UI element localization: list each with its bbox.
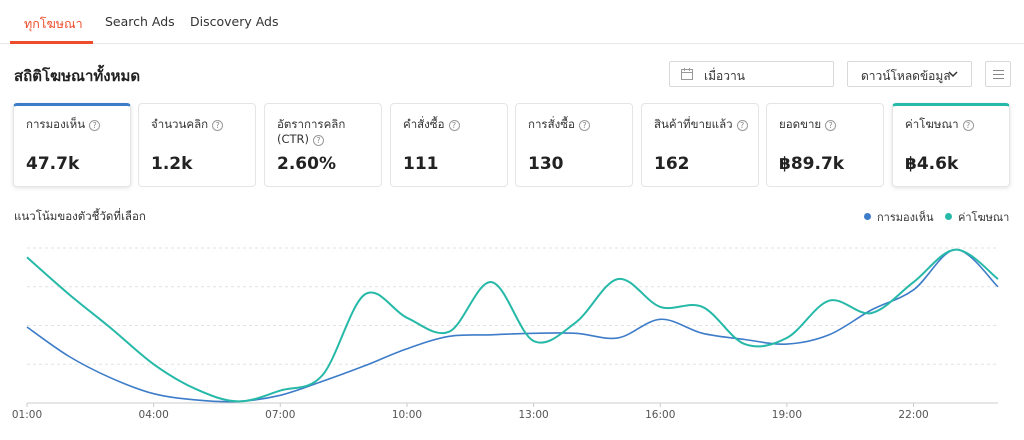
metric-card-ctr[interactable]: อัตราการคลิก (CTR)? 2.60% [264,103,382,187]
metric-value: 111 [403,154,439,174]
help-icon: ? [212,120,224,131]
help-icon: ? [825,120,837,131]
metric-value: 2.60% [277,154,336,174]
x-tick-label: 07:00 [265,409,295,421]
download-button-label: ดาวน์โหลดข้อมูล [861,69,951,83]
metric-label: สินค้าที่ขายแล้ว? [654,117,754,132]
metric-label-text: จำนวนคลิก [151,117,209,131]
legend-dot-icon [864,213,871,220]
list-menu-button[interactable] [985,61,1011,87]
section-title: สถิติโฆษณาทั้งหมด [14,67,141,85]
metric-card-orders[interactable]: คำสั่งซื้อ? 111 [390,103,508,187]
metric-card-purchases[interactable]: การสั่งซื้อ? 130 [515,103,633,187]
metric-label: จำนวนคลิก? [151,117,251,132]
metric-value: 47.7k [26,154,80,174]
tab-discovery-ads[interactable]: Discovery Ads [190,14,279,29]
metric-label-text: อัตราการคลิก (CTR) [277,117,346,146]
help-icon: ? [736,120,748,131]
x-tick-label: 01:00 [12,409,42,421]
help-icon: ? [313,135,325,146]
metric-label-text: ยอดขาย [779,117,822,131]
metric-value: 162 [654,154,690,174]
legend-label: การมองเห็น [877,211,934,224]
tab-search-ads[interactable]: Search Ads [105,14,175,29]
metric-card-sales[interactable]: ยอดขาย? ฿89.7k [766,103,884,187]
date-picker-value: เมื่อวาน [704,69,745,83]
metric-label: การมองเห็น? [26,117,126,132]
metric-card-ad-spend[interactable]: ค่าโฆษณา? ฿4.6k [892,103,1010,187]
legend-item-impressions[interactable]: การมองเห็น [864,208,934,226]
calendar-icon [681,68,693,80]
metric-value: 130 [528,154,564,174]
list-icon [993,70,1004,79]
x-tick-label: 19:00 [772,409,802,421]
chart-title: แนวโน้มของตัวชี้วัดที่เลือก [14,209,146,223]
metric-label-text: คำสั่งซื้อ [403,117,445,131]
metric-value: ฿89.7k [779,154,845,174]
help-icon: ? [578,120,590,131]
date-picker[interactable]: เมื่อวาน [669,61,834,87]
metric-value: ฿4.6k [905,154,959,174]
metric-card-items-sold[interactable]: สินค้าที่ขายแล้ว? 162 [641,103,759,187]
tab-all-ads[interactable]: ทุกโฆษณา [24,16,83,31]
active-tab-indicator [10,41,93,44]
metric-label-text: การมองเห็น [26,117,86,131]
metric-label-text: ค่าโฆษณา [905,117,959,131]
metric-card-impressions[interactable]: การมองเห็น? 47.7k [13,103,131,187]
chevron-down-icon [948,71,958,78]
x-tick-label: 04:00 [139,409,169,421]
metric-label: อัตราการคลิก (CTR)? [277,117,377,147]
series-line-ad-spend [26,248,999,403]
metric-label: การสั่งซื้อ? [528,117,628,132]
x-tick-label: 10:00 [392,409,422,421]
help-icon: ? [962,120,974,131]
metric-label: คำสั่งซื้อ? [403,117,503,132]
metric-card-clicks[interactable]: จำนวนคลิก? 1.2k [138,103,256,187]
metric-label: ค่าโฆษณา? [905,117,1005,132]
metric-label-text: การสั่งซื้อ [528,117,575,131]
tab-bar: ทุกโฆษณา Search Ads Discovery Ads [0,0,1024,44]
series-line-impressions [26,248,999,403]
x-tick-label: 22:00 [898,409,928,421]
x-tick-label: 16:00 [645,409,675,421]
metric-label-text: สินค้าที่ขายแล้ว [654,117,733,131]
legend-item-ad-spend[interactable]: ค่าโฆษณา [945,208,1009,226]
metric-value: 1.2k [151,154,193,174]
legend-dot-icon [945,213,952,220]
metric-label: ยอดขาย? [779,117,879,132]
help-icon: ? [89,120,101,131]
trend-line-chart: 01:00 04:00 07:00 10:00 13:00 16:00 19:00 22:00 [12,247,999,421]
download-data-button[interactable]: ดาวน์โหลดข้อมูล [847,61,972,87]
help-icon: ? [448,120,460,131]
x-tick-label: 13:00 [518,409,548,421]
legend-label: ค่าโฆษณา [958,211,1010,224]
